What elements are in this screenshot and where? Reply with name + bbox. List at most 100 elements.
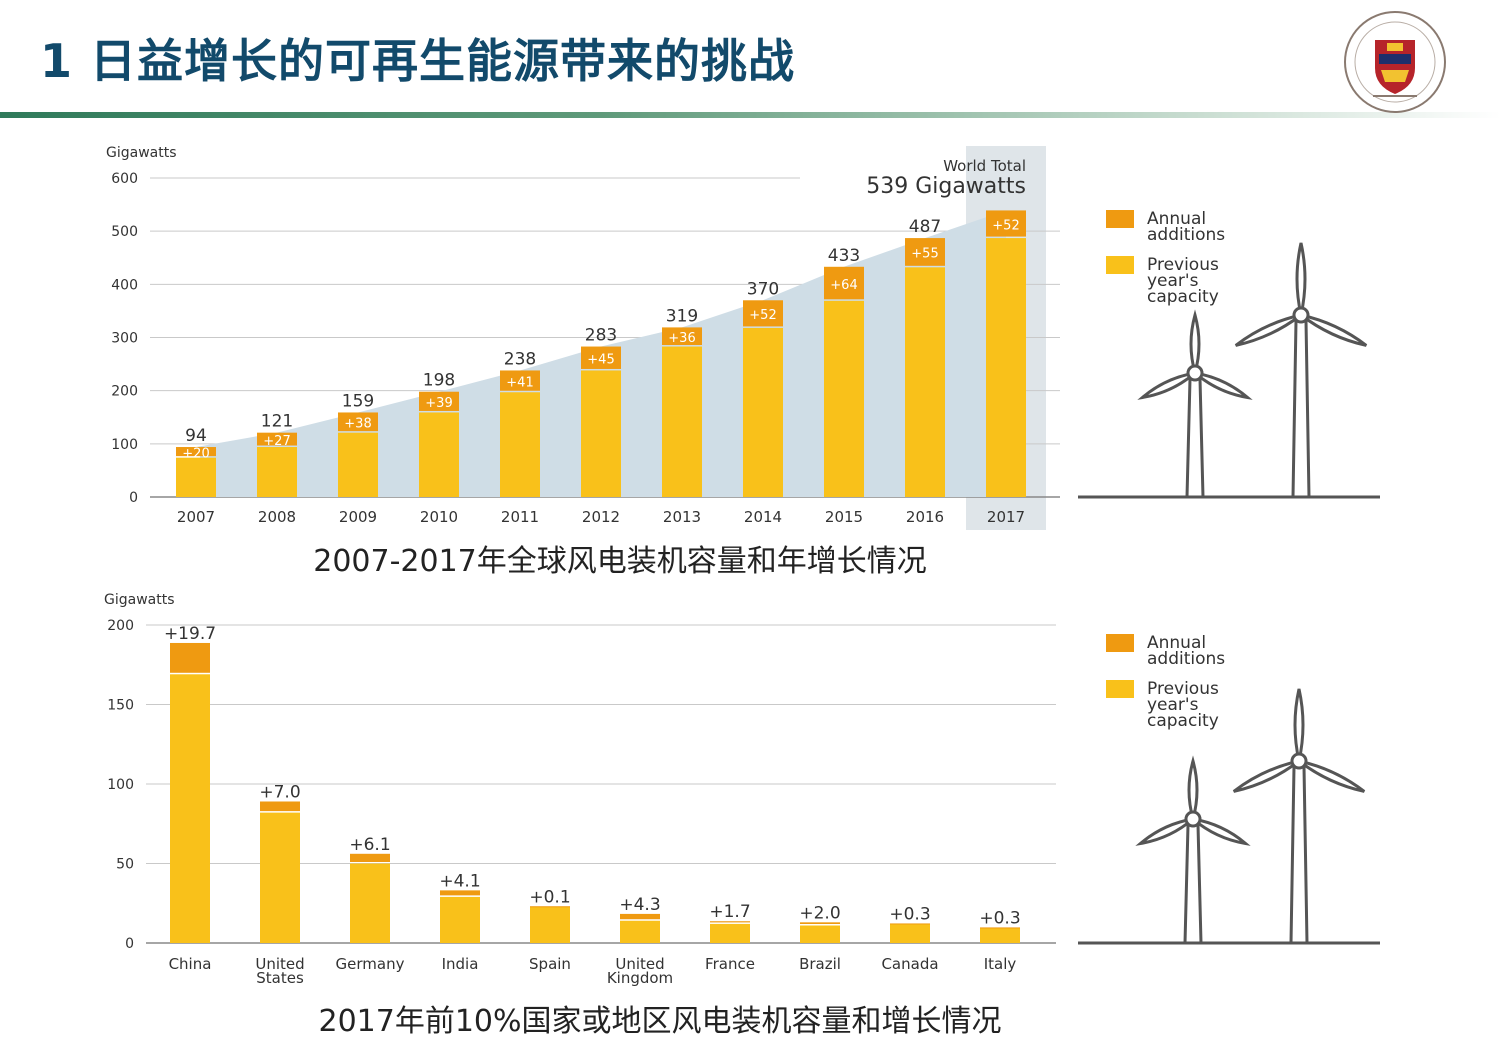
wind-turbine-icon <box>1078 242 1380 499</box>
y-tick-label: 200 <box>111 384 138 400</box>
chart-caption-countries: 2017年前10%国家或地区风电装机容量和增长情况 <box>318 1004 1002 1039</box>
bar-previous-capacity <box>581 370 621 497</box>
bar-annual-addition <box>824 266 864 300</box>
total-label: 370 <box>747 279 779 299</box>
bar-previous-capacity <box>338 432 378 497</box>
addition-label: +7.0 <box>259 782 300 802</box>
x-tick-label: 2009 <box>339 508 377 526</box>
page-title: 1 日益增长的可再生能源带来的挑战 <box>40 34 796 88</box>
x-tick-label: India <box>442 955 479 973</box>
x-tick-label: 2011 <box>501 508 539 526</box>
legend-label-previous: year's <box>1147 695 1199 715</box>
addition-label: +52 <box>992 218 1019 233</box>
y-axis-label: Gigawatts <box>106 145 177 161</box>
x-tick-label: United <box>615 955 664 973</box>
bar-annual-addition <box>800 922 840 925</box>
x-tick-label: China <box>169 955 212 973</box>
bar-annual-addition <box>170 642 210 673</box>
total-label: 159 <box>342 391 374 411</box>
total-label: 319 <box>666 306 698 326</box>
bar-previous-capacity <box>986 238 1026 497</box>
bar-previous-capacity <box>905 267 945 497</box>
x-tick-label: 2016 <box>906 508 944 526</box>
bar-previous-capacity <box>260 812 300 943</box>
legend-swatch-annual <box>1106 210 1134 228</box>
x-tick-label: 2015 <box>825 508 863 526</box>
bar-annual-addition <box>500 370 540 391</box>
university-seal-icon <box>1344 11 1446 113</box>
bar-annual-addition <box>980 927 1020 929</box>
addition-label: +38 <box>344 417 371 432</box>
bar-previous-capacity <box>500 392 540 497</box>
x-tick-label: United <box>255 955 304 973</box>
bar-previous-capacity <box>800 925 840 943</box>
x-tick-label: 2010 <box>420 508 458 526</box>
x-tick-label: France <box>705 955 755 973</box>
bar-annual-addition <box>986 210 1026 237</box>
bar-previous-capacity <box>743 327 783 497</box>
bar-previous-capacity <box>824 300 864 497</box>
title-divider <box>0 112 1501 118</box>
total-label: 94 <box>185 426 207 446</box>
total-label: 238 <box>504 349 536 369</box>
legend-swatch-previous <box>1106 256 1134 274</box>
y-tick-label: 100 <box>107 777 134 793</box>
bar-previous-capacity <box>662 346 702 497</box>
legend-label-previous: Previous <box>1147 679 1219 699</box>
addition-label: +41 <box>506 375 533 390</box>
y-tick-label: 0 <box>129 490 138 506</box>
addition-label: +0.3 <box>979 908 1020 928</box>
x-tick-label: 2014 <box>744 508 782 526</box>
bar-annual-addition <box>257 432 297 446</box>
bar-previous-capacity <box>530 906 570 943</box>
total-label: 433 <box>828 246 860 266</box>
x-tick-label: Brazil <box>799 955 841 973</box>
legend-swatch-annual <box>1106 634 1134 652</box>
x-tick-label: Germany <box>336 955 405 973</box>
addition-label: +20 <box>182 446 209 461</box>
x-tick-label: 2007 <box>177 508 215 526</box>
y-tick-label: 500 <box>111 224 138 240</box>
bar-previous-capacity <box>176 457 216 497</box>
bar-annual-addition <box>419 391 459 411</box>
bar-previous-capacity <box>170 674 210 943</box>
y-tick-label: 50 <box>116 857 134 873</box>
bar-annual-addition <box>530 906 570 908</box>
addition-label: +2.0 <box>799 903 840 923</box>
legend-label-annual: Annual <box>1147 209 1206 229</box>
bar-previous-capacity <box>350 863 390 943</box>
legend-label-annual: additions <box>1147 225 1225 245</box>
y-tick-label: 0 <box>125 936 134 952</box>
y-tick-label: 600 <box>111 171 138 187</box>
world-total-label: World Total <box>943 157 1026 175</box>
x-tick-label: Italy <box>984 955 1017 973</box>
bar-annual-addition <box>710 921 750 923</box>
addition-label: +4.1 <box>439 871 480 891</box>
bar-annual-addition <box>260 801 300 812</box>
bar-annual-addition <box>620 913 660 920</box>
bar-previous-capacity <box>890 923 930 943</box>
addition-label: +19.7 <box>164 624 216 644</box>
legend-label-previous: Previous <box>1147 255 1219 275</box>
bar-annual-addition <box>338 412 378 432</box>
bar-previous-capacity <box>419 412 459 497</box>
addition-label: +45 <box>587 353 614 368</box>
x-tick-label: States <box>256 969 304 987</box>
bar-previous-capacity <box>710 923 750 943</box>
bar-annual-addition <box>440 890 480 896</box>
x-tick-label: 2013 <box>663 508 701 526</box>
addition-label: +64 <box>830 278 857 293</box>
legend-label-previous: capacity <box>1147 711 1219 731</box>
chart-caption-global: 2007-2017年全球风电装机容量和年增长情况 <box>313 544 927 579</box>
addition-label: +4.3 <box>619 895 660 915</box>
y-tick-label: 400 <box>111 277 138 293</box>
bar-annual-addition <box>662 327 702 346</box>
bar-previous-capacity <box>257 447 297 497</box>
chart-country-capacity: 0 50 100 150 200 Gigawatts +19.7 China +7.0 Unite… <box>104 592 1380 987</box>
addition-label: +1.7 <box>709 902 750 922</box>
legend-label-previous: year's <box>1147 271 1199 291</box>
addition-label: +39 <box>425 396 452 411</box>
bar-annual-addition <box>890 923 930 925</box>
addition-label: +27 <box>263 434 290 449</box>
